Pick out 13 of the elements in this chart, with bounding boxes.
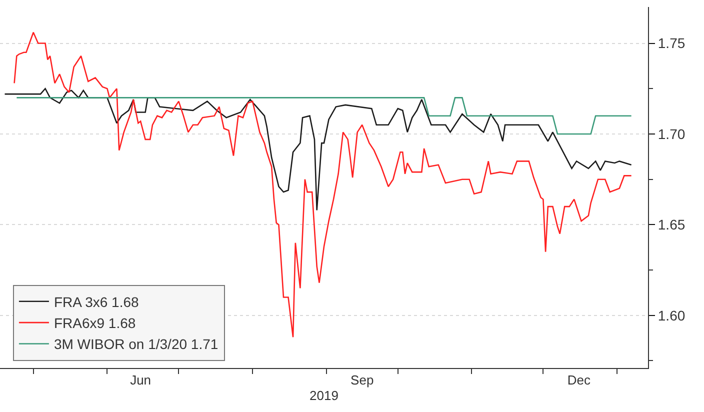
- x-axis-title: 2019: [310, 388, 338, 404]
- y-tick-label: 1.60: [658, 307, 686, 324]
- y-tick-label: 1.65: [658, 216, 686, 233]
- x-tick-label: Dec: [567, 372, 591, 388]
- line-series: [4, 88, 632, 211]
- x-tick-label: Sep: [350, 372, 374, 388]
- x-tick-label: Jun: [130, 372, 152, 388]
- legend-label: FRA6x9 1.68: [54, 315, 136, 332]
- legend-label: FRA 3x6 1.68: [54, 294, 139, 310]
- y-tick-label: 1.75: [658, 35, 686, 52]
- line-series: [14, 32, 632, 338]
- legend-label: 3M WIBOR on 1/3/20 1.71: [54, 336, 218, 352]
- y-tick-label: 1.70: [658, 126, 686, 142]
